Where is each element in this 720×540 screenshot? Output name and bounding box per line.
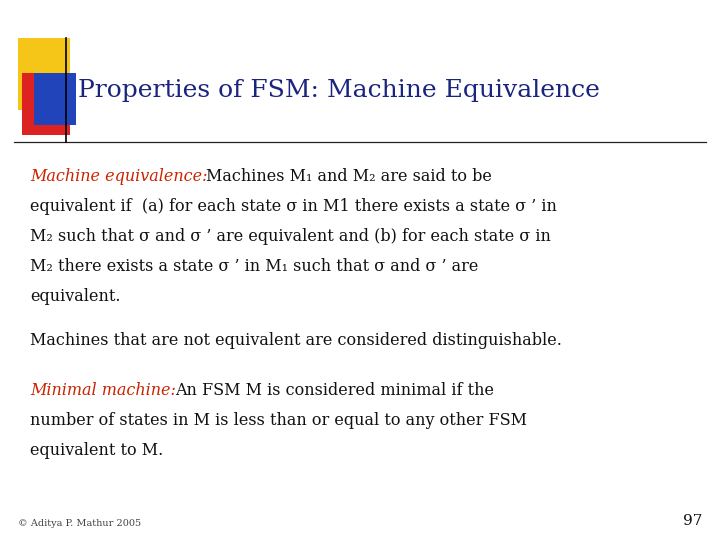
Text: equivalent.: equivalent. [30, 288, 120, 305]
Bar [18, 38, 70, 110]
Text: Machines M₁ and M₂ are said to be: Machines M₁ and M₂ are said to be [206, 168, 492, 185]
Text: equivalent to M.: equivalent to M. [30, 442, 163, 459]
Text: Machines that are not equivalent are considered distinguishable.: Machines that are not equivalent are con… [30, 332, 562, 349]
Text: M₂ there exists a state σ ’ in M₁ such that σ and σ ’ are: M₂ there exists a state σ ’ in M₁ such t… [30, 258, 478, 275]
Text: 97: 97 [683, 514, 702, 528]
Text: number of states in M is less than or equal to any other FSM: number of states in M is less than or eq… [30, 412, 527, 429]
Text: Minimal machine:: Minimal machine: [30, 382, 176, 399]
Text: Properties of FSM: Machine Equivalence: Properties of FSM: Machine Equivalence [78, 78, 600, 102]
Text: equivalent if  (a) for each state σ in M1 there exists a state σ ’ in: equivalent if (a) for each state σ in M1… [30, 198, 557, 215]
Text: © Aditya P. Mathur 2005: © Aditya P. Mathur 2005 [18, 519, 141, 528]
Bar [22, 73, 70, 135]
Text: An FSM M is considered minimal if the: An FSM M is considered minimal if the [175, 382, 494, 399]
Text: M₂ such that σ and σ ’ are equivalent and (b) for each state σ in: M₂ such that σ and σ ’ are equivalent an… [30, 228, 551, 245]
Text: Machine equivalence:: Machine equivalence: [30, 168, 207, 185]
Bar [34, 73, 76, 125]
